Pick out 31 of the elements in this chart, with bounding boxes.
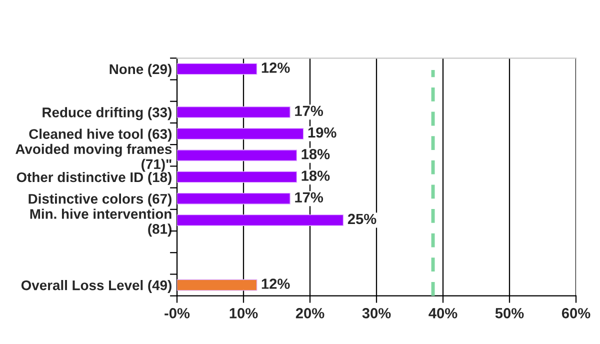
- data-label: 17%: [295, 106, 324, 116]
- y-tick-label: Cleaned hive tool (63): [29, 128, 172, 142]
- x-tick-label: 20%: [296, 308, 324, 318]
- data-label: 18%: [302, 148, 330, 160]
- data-label: 25%: [348, 214, 376, 224]
- bar: [177, 128, 304, 140]
- bar: [177, 63, 258, 75]
- data-label: 12%: [262, 278, 290, 289]
- data-label: 17%: [295, 192, 324, 202]
- y-tick-label: Overall Loss Level (49): [21, 280, 172, 293]
- x-tick-label: -0%: [164, 308, 190, 318]
- bar: [177, 279, 258, 291]
- y-tick-label: Other distinctive ID (18): [16, 172, 172, 185]
- bar: [177, 192, 290, 204]
- x-tick-label: 30%: [362, 308, 391, 318]
- bar: [177, 150, 298, 162]
- y-tick-label: Min. hive intervention (81): [30, 208, 172, 237]
- x-tick-label: 40%: [428, 308, 458, 318]
- y-tick-label: Avoided moving frames (71)": [16, 144, 172, 172]
- data-label: 19%: [308, 127, 336, 138]
- data-label: 18%: [302, 170, 330, 181]
- x-tick-label: 10%: [230, 308, 258, 318]
- x-tick-label: 50%: [495, 308, 524, 318]
- y-tick-label: Distinctive colors (67): [28, 194, 172, 207]
- y-tick-label: None (29): [110, 64, 172, 77]
- bar: [177, 171, 298, 183]
- x-tick-label: 60%: [562, 308, 590, 318]
- data-label: 12%: [262, 62, 290, 73]
- bar: [177, 214, 344, 226]
- y-tick-label: Reduce drifting (33): [42, 107, 172, 120]
- bar: [177, 106, 290, 118]
